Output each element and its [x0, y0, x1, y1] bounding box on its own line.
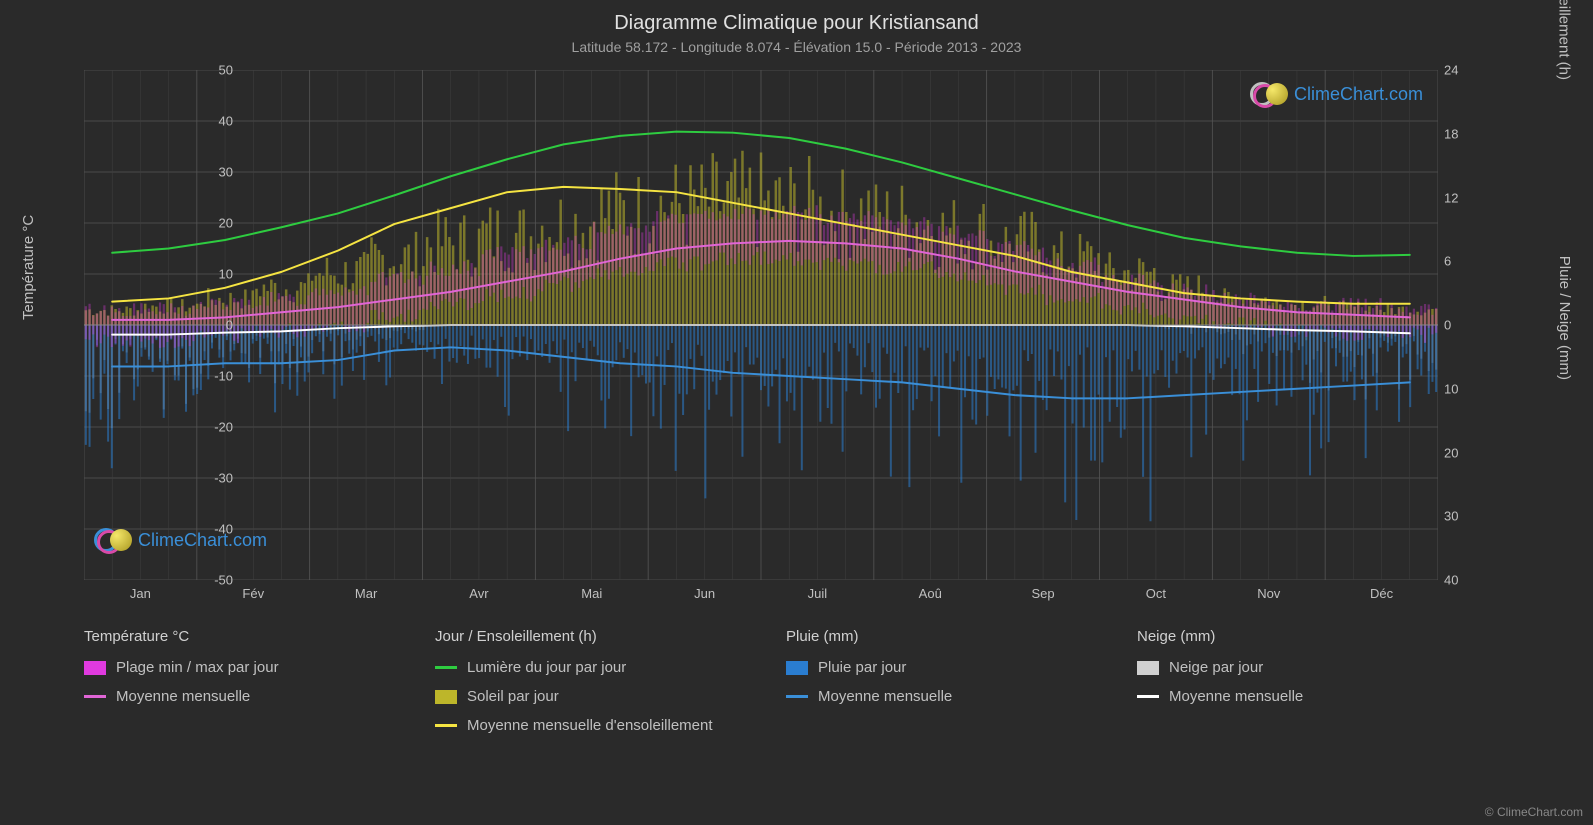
legend-line-icon — [435, 724, 457, 727]
legend-heading: Jour / Ensoleillement (h) — [435, 628, 736, 645]
legend-label: Soleil par jour — [467, 688, 559, 705]
legend-column: Jour / Ensoleillement (h) Lumière du jour… — [435, 628, 736, 746]
y-tick-right-hours: 24 — [1444, 63, 1484, 78]
legend-label: Plage min / max par jour — [116, 659, 279, 676]
chart-svg — [84, 70, 1438, 580]
y-axis-right-label-bottom: Pluie / Neige (mm) — [1556, 256, 1573, 380]
legend-label: Pluie par jour — [818, 659, 906, 676]
legend-swatch-icon — [84, 661, 106, 675]
legend-swatch-icon — [786, 661, 808, 675]
x-tick-month: Fév — [242, 586, 264, 601]
legend-column: Pluie (mm) Pluie par jour Moyenne mensuell… — [786, 628, 1087, 746]
y-tick-left: -50 — [193, 573, 233, 588]
legend-swatch-icon — [435, 690, 457, 704]
legend-line-icon — [84, 695, 106, 698]
legend-label: Moyenne mensuelle — [818, 688, 952, 705]
legend-label: Neige par jour — [1169, 659, 1263, 676]
logo-top: ClimeChart.com — [1250, 80, 1423, 108]
y-tick-right-mm: 20 — [1444, 445, 1484, 460]
y-tick-right-mm: 10 — [1444, 381, 1484, 396]
logo-bottom: ClimeChart.com — [94, 526, 267, 554]
legend-label: Moyenne mensuelle — [1169, 688, 1303, 705]
legend-item: Plage min / max par jour — [84, 659, 385, 676]
y-axis-left-label: Température °C — [20, 215, 37, 320]
legend-label: Moyenne mensuelle d'ensoleillement — [467, 717, 713, 734]
logo-text: ClimeChart.com — [138, 530, 267, 551]
y-tick-left: -10 — [193, 369, 233, 384]
copyright-text: © ClimeChart.com — [1485, 805, 1583, 819]
y-tick-left: 0 — [193, 318, 233, 333]
chart-title: Diagramme Climatique pour Kristiansand — [0, 0, 1593, 35]
legend-line-icon — [1137, 695, 1159, 698]
x-tick-month: Nov — [1257, 586, 1280, 601]
legend-line-icon — [435, 666, 457, 669]
legend-heading: Pluie (mm) — [786, 628, 1087, 645]
legend-item: Moyenne mensuelle — [786, 688, 1087, 705]
y-tick-right-hours: 12 — [1444, 190, 1484, 205]
legend-line-icon — [786, 695, 808, 698]
x-tick-month: Oct — [1146, 586, 1166, 601]
legend-item: Lumière du jour par jour — [435, 659, 736, 676]
legend-item: Soleil par jour — [435, 688, 736, 705]
y-axis-right-label-top: Jour / Ensoleillement (h) — [1556, 0, 1573, 80]
legend-label: Moyenne mensuelle — [116, 688, 250, 705]
y-tick-left: 20 — [193, 216, 233, 231]
legend-column: Température °C Plage min / max par jour Mo… — [84, 628, 385, 746]
logo-text: ClimeChart.com — [1294, 84, 1423, 105]
legend-heading: Température °C — [84, 628, 385, 645]
x-tick-month: Sep — [1032, 586, 1055, 601]
legend-item: Pluie par jour — [786, 659, 1087, 676]
x-tick-month: Juil — [808, 586, 828, 601]
legend-swatch-icon — [1137, 661, 1159, 675]
legend-item: Moyenne mensuelle — [1137, 688, 1438, 705]
chart-plot-area — [84, 70, 1438, 580]
legend-column: Neige (mm) Neige par jour Moyenne mensuell… — [1137, 628, 1438, 746]
legend-item: Moyenne mensuelle — [84, 688, 385, 705]
y-tick-left: -20 — [193, 420, 233, 435]
logo-disc-icon — [110, 529, 132, 551]
x-tick-month: Aoû — [919, 586, 942, 601]
logo-disc-icon — [1266, 83, 1288, 105]
x-tick-month: Mai — [581, 586, 602, 601]
x-tick-month: Jan — [130, 586, 151, 601]
legend-item: Moyenne mensuelle d'ensoleillement — [435, 717, 736, 734]
y-tick-right-hours: 6 — [1444, 254, 1484, 269]
y-tick-right-hours: 0 — [1444, 318, 1484, 333]
y-tick-right-mm: 40 — [1444, 573, 1484, 588]
y-tick-right-mm: 30 — [1444, 509, 1484, 524]
y-tick-left: 40 — [193, 114, 233, 129]
chart-subtitle: Latitude 58.172 - Longitude 8.074 - Élév… — [0, 35, 1593, 55]
legend-item: Neige par jour — [1137, 659, 1438, 676]
y-tick-left: -30 — [193, 471, 233, 486]
x-tick-month: Avr — [469, 586, 488, 601]
y-tick-left: 50 — [193, 63, 233, 78]
legend-heading: Neige (mm) — [1137, 628, 1438, 645]
x-tick-month: Déc — [1370, 586, 1393, 601]
y-tick-left: 10 — [193, 267, 233, 282]
x-tick-month: Jun — [694, 586, 715, 601]
y-tick-left: 30 — [193, 165, 233, 180]
legend-label: Lumière du jour par jour — [467, 659, 626, 676]
x-tick-month: Mar — [355, 586, 377, 601]
y-tick-right-hours: 18 — [1444, 126, 1484, 141]
legend: Température °C Plage min / max par jour Mo… — [84, 628, 1438, 746]
